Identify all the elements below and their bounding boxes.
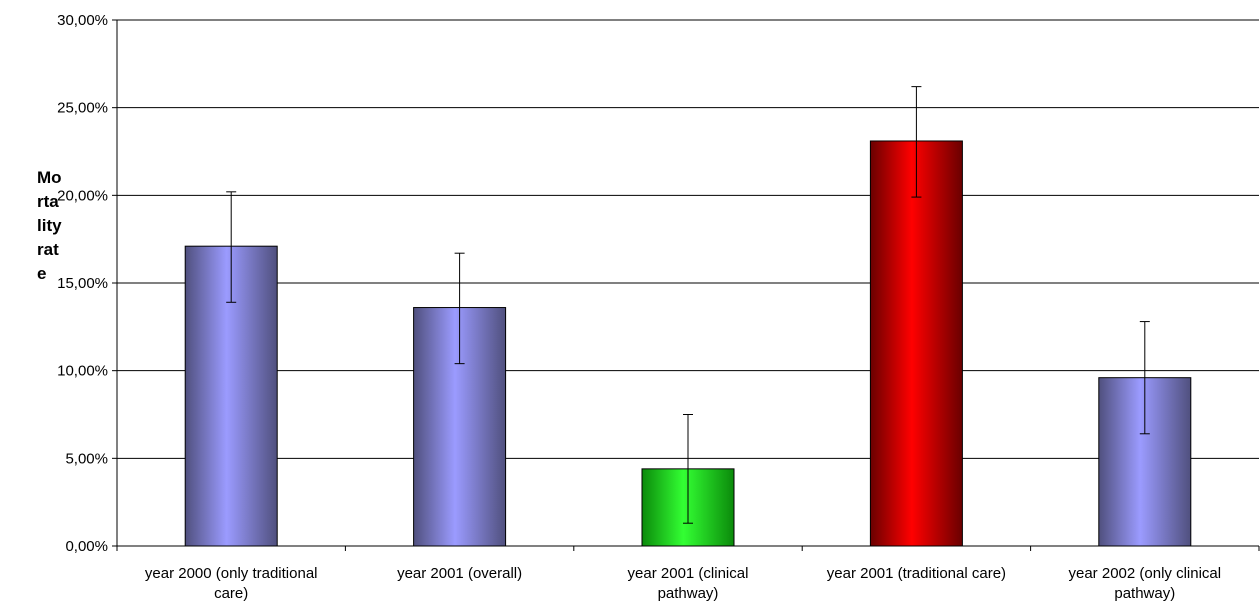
bar <box>869 140 963 547</box>
y-tick-label: 10,00% <box>57 363 108 380</box>
y-tick-label: 0,00% <box>65 538 108 555</box>
y-axis-label: Mo rta lity rat e <box>37 168 62 283</box>
y-tick-label: 20,00% <box>57 187 108 204</box>
x-category-label: year 2002 (only clinical pathway) <box>1069 565 1222 602</box>
y-tick-labels: 0,00% 5,00% 10,00% 15,00% 20,00% 25,00% 30,00% <box>57 12 108 555</box>
axes <box>112 19 1260 551</box>
y-tick-label: 25,00% <box>57 100 108 117</box>
y-axis-label-text: Mo rta lity rat e <box>37 168 62 283</box>
gridlines <box>117 19 1259 459</box>
y-tick-label: 5,00% <box>65 450 108 467</box>
x-category-labels: year 2000 (only traditional care) year 200… <box>145 565 1221 602</box>
error-bars <box>226 86 1150 524</box>
x-category-label: year 2001 (overall) <box>397 565 522 582</box>
x-category-label: year 2000 (only traditional care) <box>145 565 318 602</box>
y-tick-label: 15,00% <box>57 275 108 292</box>
x-category-label: year 2001 (traditional care) <box>827 565 1006 582</box>
x-category-label: year 2001 (clinical pathway) <box>628 565 749 602</box>
y-tick-label: 30,00% <box>57 12 108 29</box>
